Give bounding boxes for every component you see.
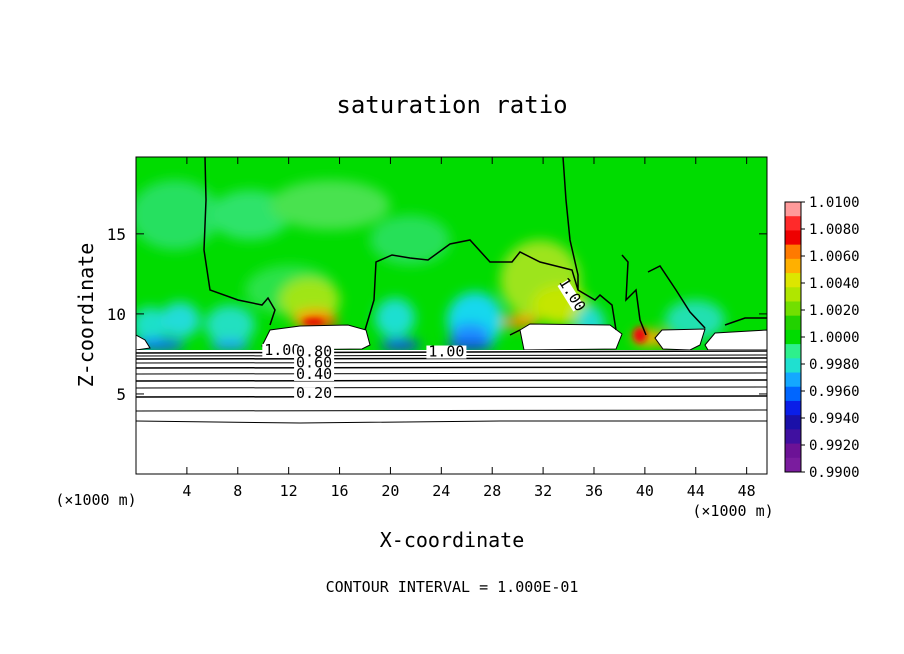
colorbar-swatch — [785, 386, 801, 402]
colorbar-swatch — [785, 258, 801, 274]
x-axis-title: X-coordinate — [380, 528, 525, 552]
colorbar-label: 1.0060 — [809, 249, 860, 265]
colorbar-label: 1.0040 — [809, 276, 860, 292]
colorbar: 1.0100 1.0080 1.0060 1.0040 1.0020 1.0000 0.99… — [784, 195, 860, 481]
contour-interval-note: CONTOUR INTERVAL = 1.000E-01 — [326, 578, 579, 596]
contour-label-bg — [294, 367, 335, 381]
colorbar-label: 1.0080 — [809, 222, 860, 238]
x-tick-label: 12 — [280, 482, 298, 500]
contour-label-bg — [294, 356, 335, 370]
colorbar-swatch — [785, 429, 801, 445]
chart-title: saturation ratio — [336, 91, 567, 119]
x-tick-label: 16 — [331, 482, 349, 500]
colorbar-swatch — [785, 329, 801, 345]
colorbar-swatch — [785, 372, 801, 388]
y-tick-label: 5 — [116, 385, 126, 404]
x-tick-label: 24 — [432, 482, 450, 500]
contour-label-bg — [262, 343, 303, 357]
colorbar-swatch — [785, 443, 801, 459]
colorbar-swatch — [785, 287, 801, 302]
saturation-field — [136, 157, 767, 474]
colorbar-label: 1.0100 — [809, 195, 860, 211]
y-tick-label: 10 — [107, 305, 126, 324]
contour-lines — [136, 157, 767, 424]
contour-label: 0.40 — [296, 365, 332, 383]
colorbar-swatch — [785, 230, 801, 246]
x-unit-left: (×1000 m) — [55, 491, 136, 509]
colorbar-swatch — [785, 400, 801, 416]
contour-label-bg — [557, 279, 584, 312]
colorbar-label: 1.0020 — [809, 303, 860, 319]
contour-label-bg — [294, 345, 335, 359]
y-tick-label: 15 — [107, 225, 126, 244]
x-tick-label: 4 — [182, 482, 191, 500]
x-axis-ticks: 4 8 12 16 20 24 28 32 36 40 44 48 — [182, 157, 756, 500]
colorbar-label: 0.9920 — [809, 438, 860, 454]
contour-label: 1.00 — [428, 343, 464, 361]
colorbar-swatch — [785, 216, 801, 231]
plot-frame — [135, 156, 768, 475]
colorbar-swatch — [785, 315, 801, 331]
x-tick-label: 20 — [381, 482, 399, 500]
x-tick-label: 36 — [585, 482, 603, 500]
colorbar-label: 0.9900 — [809, 465, 860, 481]
colorbar-swatch — [785, 301, 801, 317]
colorbar-label: 0.9940 — [809, 411, 860, 427]
colorbar-label: 0.9960 — [809, 384, 860, 400]
x-unit-right: (×1000 m) — [692, 502, 773, 520]
colorbar-swatch — [785, 273, 801, 288]
contour-label: 0.60 — [296, 354, 332, 372]
x-tick-label: 32 — [534, 482, 552, 500]
colorbar-swatch — [785, 344, 801, 359]
colorbar-label: 0.9980 — [809, 357, 860, 373]
colorbar-swatch — [785, 415, 801, 430]
colorbar-swatch — [785, 202, 801, 217]
colorbar-label: 1.0000 — [809, 330, 860, 346]
y-axis-ticks: 5 10 15 — [107, 225, 767, 404]
contour-label-bg — [294, 387, 335, 401]
contour-label: 0.80 — [296, 343, 332, 361]
x-tick-label: 44 — [687, 482, 705, 500]
contour-label: 0.20 — [296, 384, 332, 402]
colorbar-swatch — [785, 244, 801, 260]
x-tick-label: 48 — [738, 482, 756, 500]
contour-label: 1.00 — [264, 341, 300, 359]
x-tick-label: 8 — [233, 482, 242, 500]
y-axis-title: Z-coordinate — [74, 243, 98, 388]
x-tick-label: 28 — [483, 482, 501, 500]
contour-label-bg — [426, 345, 467, 359]
x-tick-label: 40 — [636, 482, 654, 500]
colorbar-swatch — [785, 358, 801, 374]
colorbar-swatch — [785, 457, 801, 473]
